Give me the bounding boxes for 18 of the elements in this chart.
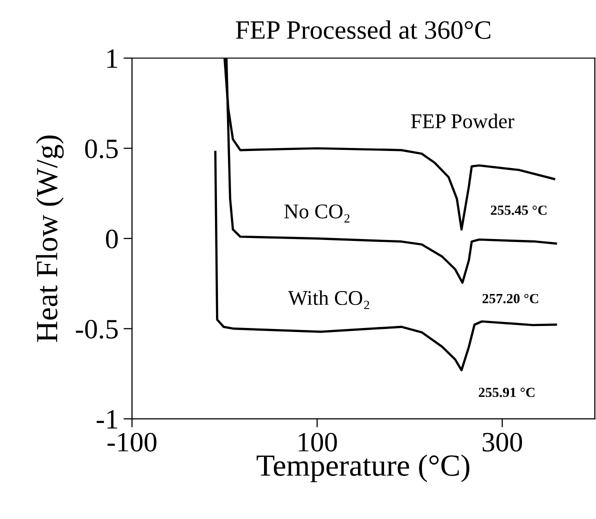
series-label: With CO₂: [288, 290, 370, 310]
y-tick-label: 1: [107, 49, 118, 68]
y-tick-label: 0: [106, 230, 118, 248]
x-axis-title: Temperature (°C): [256, 454, 470, 482]
series-label: FEP Powder: [411, 114, 514, 128]
line-series: [214, 150, 558, 372]
y-axis-title: Heat Flow (W/g): [36, 135, 64, 342]
chart-title: FEP Processed at 360°C: [236, 20, 490, 39]
x-tick-label: 300: [482, 432, 522, 452]
y-tick-label: -0.5: [76, 320, 118, 339]
y-tick-label: 0.5: [85, 139, 118, 158]
series-label: No CO₂: [284, 204, 350, 222]
annotation: 257.20 °C: [482, 294, 538, 304]
x-tick-label: 100: [298, 432, 337, 452]
annotation: 255.91 °C: [478, 388, 534, 398]
x-tick-label: -100: [108, 432, 156, 452]
annotation: 255.45 °C: [490, 206, 546, 215]
y-tick-label: -1: [96, 410, 118, 428]
